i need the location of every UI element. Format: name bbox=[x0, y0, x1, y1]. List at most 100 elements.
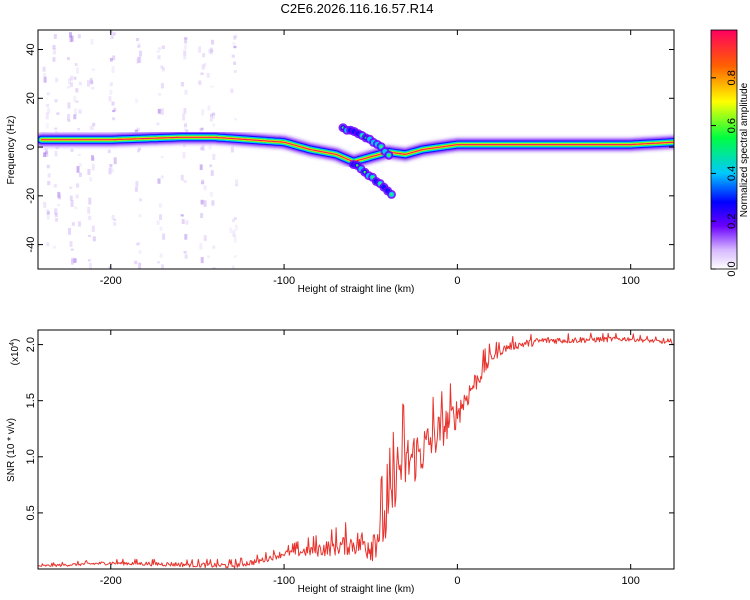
noise-cell bbox=[112, 32, 116, 36]
noise-cell bbox=[200, 127, 204, 131]
x-tick-label: 100 bbox=[621, 575, 639, 587]
noise-cell bbox=[160, 65, 164, 69]
noise-cell bbox=[89, 77, 93, 84]
noise-cell bbox=[108, 96, 112, 102]
noise-cell bbox=[107, 149, 111, 154]
noise-cell bbox=[183, 124, 187, 132]
noise-cell bbox=[112, 117, 116, 121]
noise-cell bbox=[109, 82, 113, 87]
noise-cell bbox=[233, 70, 237, 73]
noise-cell bbox=[91, 155, 94, 161]
noise-cell bbox=[90, 80, 94, 85]
noise-cell bbox=[69, 32, 72, 38]
noise-cell bbox=[212, 267, 216, 269]
noise-cell bbox=[209, 118, 213, 122]
noise-cell bbox=[232, 230, 236, 237]
noise-cell bbox=[233, 36, 237, 40]
noise-cell bbox=[90, 39, 94, 45]
noise-cell bbox=[137, 45, 141, 48]
noise-cell bbox=[90, 125, 94, 130]
noise-cell bbox=[43, 152, 47, 157]
noise-cell bbox=[109, 57, 113, 62]
noise-cell bbox=[199, 243, 203, 250]
noise-cell bbox=[74, 108, 77, 116]
noise-cell bbox=[70, 82, 73, 88]
noise-cell bbox=[73, 95, 77, 102]
noise-cell bbox=[156, 122, 160, 126]
noise-cell bbox=[92, 236, 96, 242]
noise-cell bbox=[212, 113, 215, 119]
noise-cell bbox=[113, 218, 117, 222]
noise-cell bbox=[209, 191, 213, 197]
noise-cell bbox=[136, 127, 140, 132]
noise-cell bbox=[202, 53, 206, 58]
noise-cell bbox=[231, 265, 235, 269]
spectral-ridge bbox=[38, 129, 674, 171]
noise-cell bbox=[88, 197, 92, 205]
noise-cell bbox=[162, 67, 165, 72]
noise-cell bbox=[66, 57, 70, 61]
noise-cell bbox=[201, 64, 205, 70]
noise-cell bbox=[54, 212, 58, 218]
noise-cell bbox=[234, 224, 238, 231]
noise-cell bbox=[68, 228, 71, 235]
noise-cell bbox=[201, 144, 205, 151]
noise-cell bbox=[181, 218, 185, 224]
noise-cell bbox=[180, 214, 184, 217]
noise-cell bbox=[182, 152, 186, 159]
noise-cell bbox=[234, 184, 238, 187]
upper-branch bbox=[338, 123, 394, 160]
noise-cell bbox=[180, 82, 184, 87]
noise-cell bbox=[233, 236, 237, 243]
noise-cell bbox=[235, 179, 239, 187]
noise-cell bbox=[200, 257, 204, 264]
noise-cell bbox=[75, 194, 79, 199]
noise-cell bbox=[69, 36, 73, 43]
noise-cell bbox=[232, 234, 236, 237]
x-tick-label: -200 bbox=[100, 275, 122, 287]
noise-cell bbox=[184, 37, 188, 44]
noise-cell bbox=[158, 47, 162, 50]
noise-cell bbox=[77, 127, 81, 131]
branch-dot-core bbox=[387, 153, 391, 157]
noise-cell bbox=[198, 46, 202, 53]
noise-cell bbox=[70, 148, 74, 152]
noise-cell bbox=[91, 163, 95, 171]
noise-cell bbox=[232, 42, 236, 46]
noise-cell bbox=[156, 220, 160, 225]
noise-cell bbox=[159, 214, 162, 220]
noise-cell bbox=[233, 217, 237, 220]
noise-cell bbox=[203, 63, 207, 68]
noise-cell bbox=[75, 100, 79, 103]
noise-cell bbox=[229, 227, 233, 234]
noise-cell bbox=[200, 213, 204, 219]
noise-cell bbox=[162, 233, 166, 240]
noise-cell bbox=[139, 198, 143, 202]
noise-cell bbox=[54, 127, 58, 130]
noise-cell bbox=[138, 262, 142, 269]
noise-cell bbox=[207, 255, 210, 259]
noise-cell bbox=[53, 34, 57, 39]
noise-cell bbox=[138, 250, 142, 254]
noise-cell bbox=[75, 88, 79, 93]
noise-cell bbox=[46, 213, 50, 220]
noise-cell bbox=[113, 107, 117, 112]
x-tick-label: -200 bbox=[100, 575, 122, 587]
snr-frame bbox=[37, 329, 675, 570]
ridge-layer bbox=[40, 136, 674, 163]
x-tick-label: 100 bbox=[621, 275, 639, 287]
noise-cell bbox=[55, 77, 59, 83]
noise-cell bbox=[45, 123, 49, 129]
noise-cell bbox=[234, 118, 238, 121]
y-tick-label: 1.0 bbox=[25, 449, 37, 464]
noise-cell bbox=[198, 80, 202, 85]
noise-cell bbox=[45, 208, 49, 211]
spectrogram-noise bbox=[42, 30, 239, 269]
noise-cell bbox=[136, 38, 139, 42]
noise-cell bbox=[112, 55, 116, 60]
noise-cell bbox=[57, 194, 61, 200]
noise-cell bbox=[230, 88, 234, 93]
noise-cell bbox=[201, 179, 205, 185]
noise-cell bbox=[46, 164, 50, 169]
